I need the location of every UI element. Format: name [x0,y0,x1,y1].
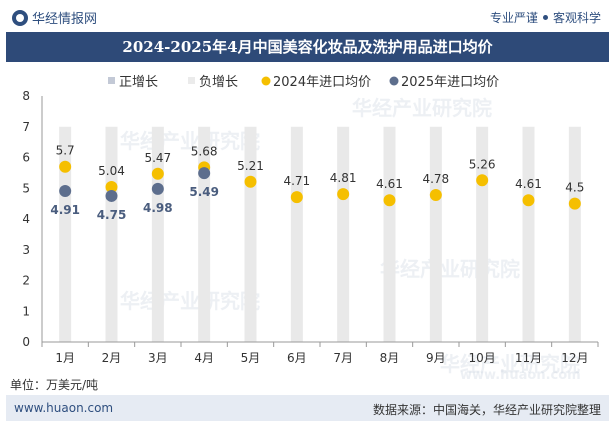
bar-8月 [383,126,396,342]
bar-1月 [59,126,72,342]
x-tick-label: 3月 [148,351,168,365]
label-2024-1月: 5.7 [56,144,75,158]
legend-marker [188,77,195,84]
watermark: 华经产业研究院 [380,257,520,281]
points [59,160,581,210]
label-2024-2月: 5.04 [98,164,125,178]
legend: 正增长 负增长 2024年进口均价 2025年进口均价 [108,75,499,90]
watermark: 华经产业研究院 [120,289,260,313]
label-2025-1月: 4.91 [50,203,80,217]
bar-12月 [568,126,581,342]
point-2024-10月 [476,174,489,187]
point-2024-11月 [522,194,535,207]
bar-11月 [522,126,535,342]
footer: www.huaon.com 数据来源：中国海关，华经产业研究院整理 [6,395,609,421]
footer-source: 数据来源：中国海关，华经产业研究院整理 [372,403,601,417]
label-2024-7月: 4.81 [330,171,357,185]
y-axis: 0 1 2 3 4 5 6 7 8 [22,89,43,349]
bars [59,126,581,342]
legend-marker [108,77,115,84]
slogan: 专业严谨 客观科学 [490,9,601,26]
point-2024-3月 [151,167,164,180]
label-2024-6月: 4.71 [283,174,310,188]
label-2024-8月: 4.61 [376,177,403,191]
legend-marker [389,76,399,86]
watermark: 华经产业研究院 [440,352,580,376]
brand: 华经情报网 [12,8,97,27]
bullet-icon [542,15,548,20]
point-2025-4月 [198,167,211,180]
x-tick-label: 12月 [561,351,588,365]
watermark-url: www.huaon.com [460,368,581,383]
y-tick-label: 2 [22,274,30,288]
x-tick-label: 5月 [241,351,261,365]
y-tick-label: 4 [22,212,30,226]
x-tick-label: 4月 [194,351,214,365]
watermark: 华经产业研究院 [352,96,492,120]
point-2024-5月 [244,175,257,188]
point-2025-2月 [105,189,118,202]
title-bar: 2024-2025年4月中国美容化妆品及洗护用品进口均价 [6,32,609,62]
point-2024-1月 [59,160,72,173]
point-2024-12月 [568,197,581,210]
point-2024-8月 [383,194,396,207]
y-tick-label: 5 [22,181,30,195]
label-2024-11月: 4.61 [515,177,542,191]
watermark: 华经产业研究院 [120,129,260,153]
footer-site: www.huaon.com [14,401,114,415]
x-tick-label: 11月 [515,351,542,365]
legend-label: 正增长 [119,75,158,90]
x-tick-label: 2月 [102,351,122,365]
point-2024-6月 [290,191,303,204]
label-2024-9月: 4.78 [422,172,449,186]
brand-logo-icon [12,10,28,26]
top-bar: 华经情报网 专业严谨 客观科学 [0,0,615,32]
label-2024-5月: 5.21 [237,159,264,173]
legend-label: 2025年进口均价 [401,75,499,90]
point-2024-9月 [429,189,442,202]
label-2024-4月: 5.68 [191,144,218,158]
y-tick-label: 8 [22,89,30,103]
label-2024-3月: 5.47 [144,151,171,165]
chart-title: 2024-2025年4月中国美容化妆品及洗护用品进口均价 [122,38,493,56]
x-tick-label: 9月 [426,351,446,365]
data-labels: 5.7 5.04 5.47 5.68 5.21 4.71 4.81 4.61 4.78 5.26 4… [50,144,584,222]
x-tick-label: 8月 [380,351,400,365]
bar-2月 [105,126,118,342]
bar-6月 [290,126,303,342]
unit-label: 单位：万美元/吨 [10,378,99,392]
label-2025-2月: 4.75 [97,208,127,222]
y-tick-label: 3 [22,243,30,257]
x-tick-label: 7月 [333,351,353,365]
y-tick-label: 1 [22,304,30,318]
label-2025-4月: 5.49 [189,185,219,199]
legend-marker [261,76,271,86]
legend-label: 负增长 [199,75,238,90]
x-axis: 1月 2月 3月 4月 5月 6月 7月 8月 9月 10月 11月 12月 [41,341,599,365]
bar-3月 [151,126,164,342]
brand-name: 华经情报网 [32,12,98,27]
x-tick-label: 1月 [55,351,75,365]
slogan-right: 客观科学 [552,11,601,25]
point-2024-2月 [105,181,118,194]
x-tick-label: 10月 [469,351,496,365]
point-2025-1月 [59,185,72,198]
y-tick-label: 6 [22,151,30,165]
bar-4月 [198,126,211,342]
point-2025-3月 [151,182,164,195]
slogan-left: 专业严谨 [489,11,538,25]
label-2025-3月: 4.98 [143,201,173,215]
x-tick-label: 6月 [287,351,307,365]
point-2024-7月 [337,188,350,201]
label-2024-10月: 5.26 [469,157,496,171]
label-2024-12月: 4.5 [565,181,584,195]
chart: 正增长 负增长 2024年进口均价 2025年进口均价 0 1 2 3 4 5 6 7 8 1月 2月 3… [22,75,599,365]
y-tick-label: 7 [22,120,30,134]
y-tick-label: 0 [22,335,30,349]
legend-label: 2024年进口均价 [273,75,371,90]
bar-7月 [337,126,350,342]
bar-9月 [429,126,442,342]
